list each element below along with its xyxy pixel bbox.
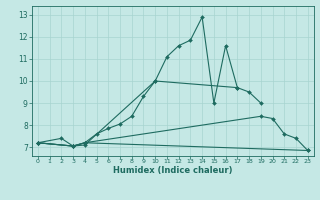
X-axis label: Humidex (Indice chaleur): Humidex (Indice chaleur)	[113, 166, 233, 175]
